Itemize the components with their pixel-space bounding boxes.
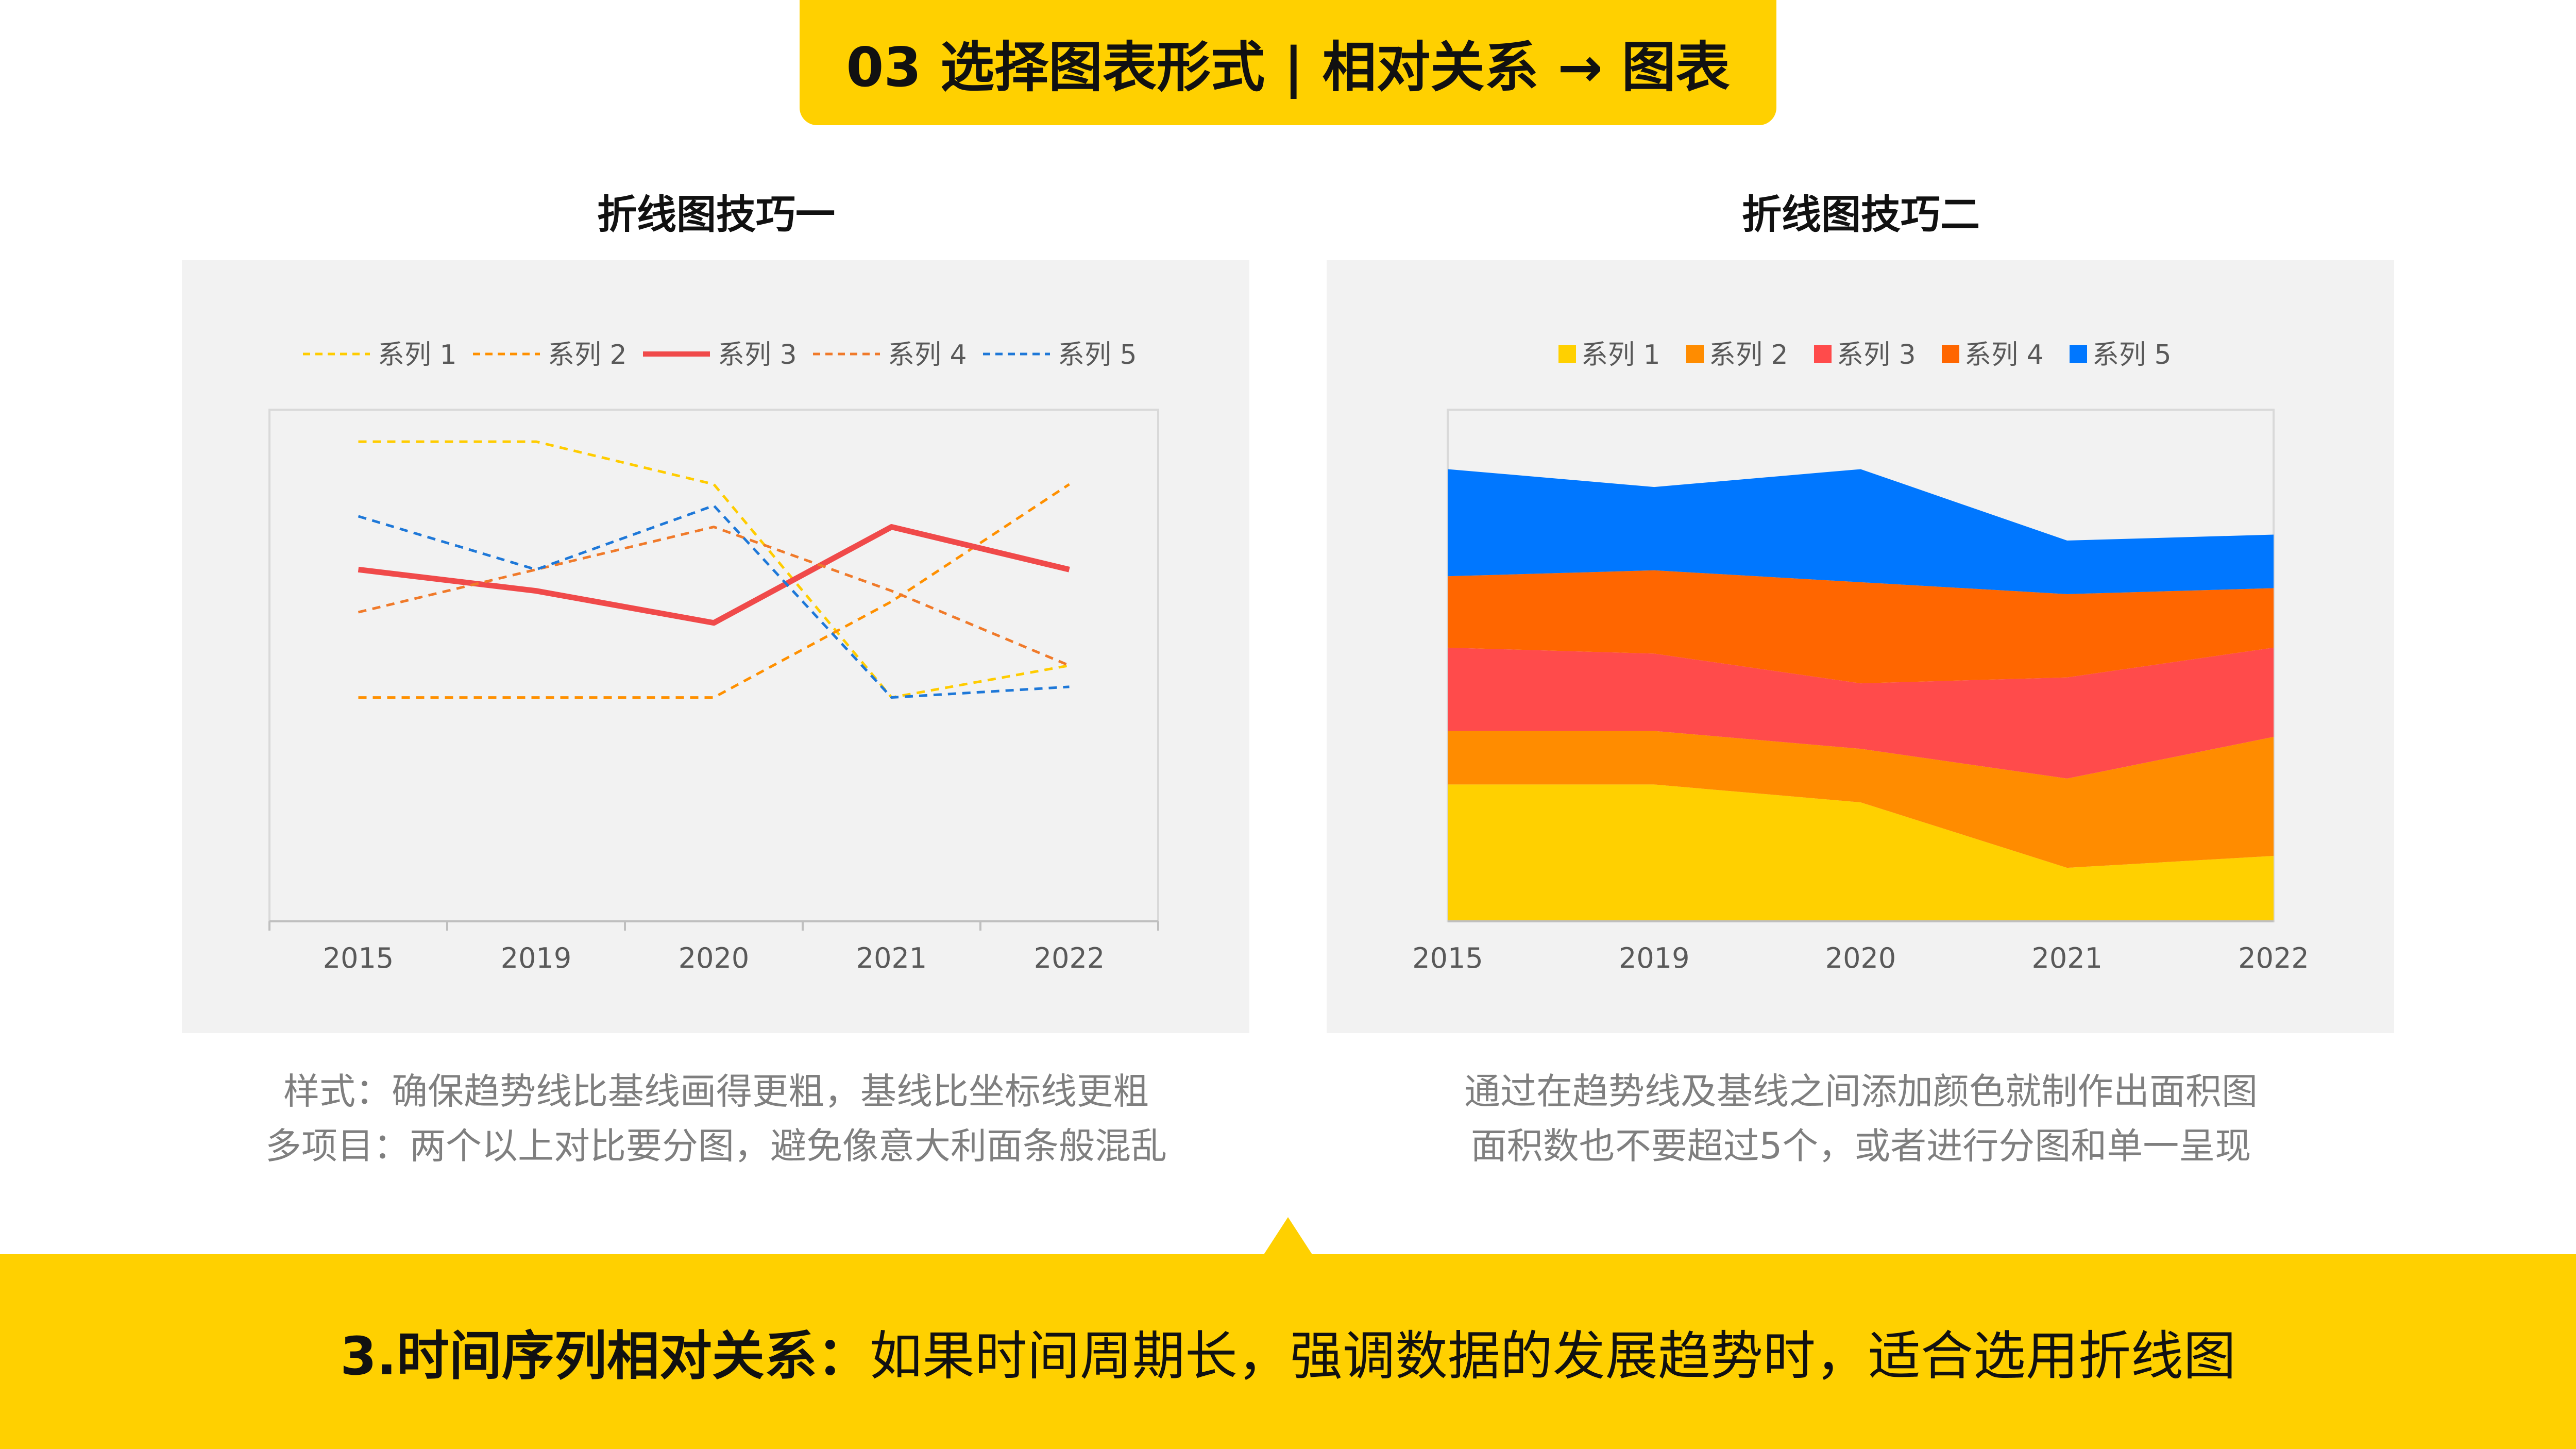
legend-swatch-系列-5 bbox=[2070, 345, 2087, 363]
legend-label-系列-3: 系列 3 bbox=[718, 340, 797, 370]
legend-label-系列-5: 系列 5 bbox=[1058, 340, 1137, 370]
legend-label-系列-2: 系列 2 bbox=[548, 340, 627, 370]
x-tick-label: 2022 bbox=[1034, 942, 1105, 974]
x-tick-label: 2015 bbox=[1412, 942, 1483, 974]
area-chart-caption-line-2: 面积数也不要超过5个，或者进行分图和单一呈现 bbox=[1470, 1125, 2251, 1167]
area-系列-3 bbox=[1448, 647, 2274, 779]
x-tick-label: 2021 bbox=[856, 942, 927, 974]
x-tick-label: 2022 bbox=[2238, 942, 2309, 974]
series-line-系列-2 bbox=[358, 483, 1070, 699]
series-line-系列-3 bbox=[358, 524, 1070, 626]
series-line-系列-4 bbox=[358, 526, 1070, 667]
legend-label-系列-4: 系列 4 bbox=[888, 340, 967, 370]
area-系列-4 bbox=[1448, 570, 2274, 684]
area-系列-2 bbox=[1448, 731, 2274, 868]
x-tick-label: 2020 bbox=[679, 942, 749, 974]
section-header: 03 选择图表形式 | 相对关系 → 图表 bbox=[800, 0, 1776, 125]
legend-swatch-系列-4 bbox=[1942, 345, 1959, 363]
legend-label-系列-1: 系列 1 bbox=[1581, 340, 1660, 370]
x-tick-label: 2019 bbox=[501, 942, 571, 974]
line-chart-caption-line-2: 多项目：两个以上对比要分图，避免像意大利面条般混乱 bbox=[265, 1125, 1167, 1167]
line-chart-panel: 2015 2019 2020 2021 2022 系列 1 系列 2 系列 3 系列 4 系列 5 bbox=[182, 260, 1249, 1033]
area-chart: 2015 2019 2020 2021 2022 系列 1 系列 2 系列 3 系列 4 系列 5 bbox=[1412, 340, 2309, 974]
series-line-系列-5 bbox=[358, 504, 1070, 699]
legend-swatch-系列-1 bbox=[1558, 345, 1576, 363]
legend-swatch-系列-3 bbox=[1814, 345, 1832, 363]
line-chart-title: 折线图技巧一 bbox=[597, 192, 835, 238]
legend-label-系列-5: 系列 5 bbox=[2092, 340, 2172, 370]
series-line-系列-1 bbox=[358, 440, 1070, 699]
line-chart-caption-line-1: 样式：确保趋势线比基线画得更粗，基线比坐标线更粗 bbox=[283, 1070, 1149, 1113]
legend-label-系列-3: 系列 3 bbox=[1837, 340, 1916, 370]
x-tick-label: 2019 bbox=[1619, 942, 1689, 974]
legend-label-系列-4: 系列 4 bbox=[1964, 340, 2044, 370]
plot-area bbox=[268, 409, 1159, 922]
area-系列-1 bbox=[1448, 784, 2274, 921]
footer-title: 3.时间序列相对关系： bbox=[340, 1325, 870, 1387]
legend-swatch-系列-2 bbox=[1686, 345, 1704, 363]
legend-label-系列-2: 系列 2 bbox=[1709, 340, 1788, 370]
line-chart-caption: 样式：确保趋势线比基线画得更粗，基线比坐标线更粗 多项目：两个以上对比要分图，避… bbox=[175, 1064, 1257, 1173]
legend-label-系列-1: 系列 1 bbox=[378, 340, 457, 370]
x-tick-label: 2015 bbox=[323, 942, 394, 974]
x-tick-label: 2021 bbox=[2032, 942, 2103, 974]
area-chart-caption-line-1: 通过在趋势线及基线之间添加颜色就制作出面积图 bbox=[1464, 1070, 2258, 1113]
area-chart-caption: 通过在趋势线及基线之间添加颜色就制作出面积图 面积数也不要超过5个，或者进行分图… bbox=[1320, 1064, 2402, 1173]
area-chart-panel: 2015 2019 2020 2021 2022 系列 1 系列 2 系列 3 系列 4 系列 5 bbox=[1327, 260, 2394, 1033]
footer-pointer bbox=[1263, 1217, 1313, 1255]
x-tick-label: 2020 bbox=[1825, 942, 1896, 974]
area-chart-title: 折线图技巧二 bbox=[1742, 192, 1980, 238]
area-系列-5 bbox=[1448, 469, 2274, 594]
footer-text: 如果时间周期长，强调数据的发展趋势时，适合选用折线图 bbox=[869, 1325, 2236, 1387]
line-chart: 2015 2019 2020 2021 2022 系列 1 系列 2 系列 3 系列 4 系列 5 bbox=[268, 340, 1159, 974]
footer-banner: 3.时间序列相对关系： 如果时间周期长，强调数据的发展趋势时，适合选用折线图 bbox=[0, 1254, 2576, 1449]
